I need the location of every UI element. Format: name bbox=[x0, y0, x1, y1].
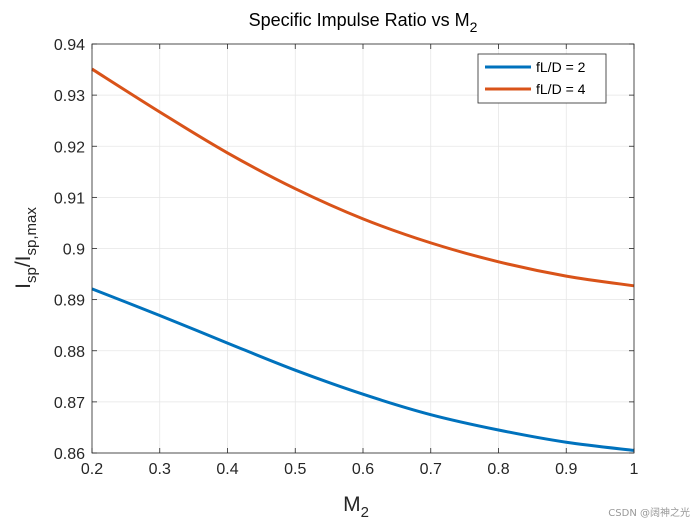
y-axis-label: Isp/Isp,max bbox=[12, 207, 40, 289]
y-tick-label: 0.9 bbox=[63, 242, 85, 259]
series-line-1 bbox=[91, 287, 635, 452]
x-tick-label: 0.7 bbox=[420, 461, 442, 478]
legend-box bbox=[477, 53, 607, 104]
y-tick-label: 0.88 bbox=[54, 344, 85, 361]
ticks: 0.2 0.3 0.4 0.5 0.6 0.7 0.8 0.9 10.860.870.880.8… bbox=[54, 37, 639, 478]
x-tick-label: 1 bbox=[630, 461, 639, 478]
y-tick-label: 0.89 bbox=[54, 293, 85, 310]
chart-title: Specific Impulse Ratio vs M2 bbox=[249, 10, 478, 35]
series-lines bbox=[91, 67, 635, 452]
legend-label-fl-d-2: fL/D = 2 bbox=[536, 59, 586, 75]
series-line-2 bbox=[91, 67, 635, 288]
legend: fL/D = 2 fL/D = 4 bbox=[477, 53, 607, 104]
x-tick-label: 0.9 bbox=[555, 461, 577, 478]
x-tick-label: 0.2 bbox=[81, 461, 103, 478]
y-tick-label: 0.87 bbox=[54, 395, 85, 412]
watermark: CSDN @阔神之光 bbox=[608, 506, 690, 519]
x-axis-label: M2 bbox=[343, 493, 369, 521]
y-tick-label: 0.91 bbox=[54, 190, 85, 207]
x-tick-label: 0.3 bbox=[149, 461, 171, 478]
y-tick-label: 0.86 bbox=[54, 446, 85, 463]
y-tick-label: 0.92 bbox=[54, 139, 85, 156]
y-tick-label: 0.93 bbox=[54, 88, 85, 105]
x-tick-label: 0.5 bbox=[284, 461, 306, 478]
x-tick-label: 0.8 bbox=[487, 461, 509, 478]
x-tick-label: 0.4 bbox=[216, 461, 238, 478]
y-tick-label: 0.94 bbox=[54, 37, 85, 54]
legend-label-fl-d-4: fL/D = 4 bbox=[536, 81, 586, 97]
x-tick-label: 0.6 bbox=[352, 461, 374, 478]
